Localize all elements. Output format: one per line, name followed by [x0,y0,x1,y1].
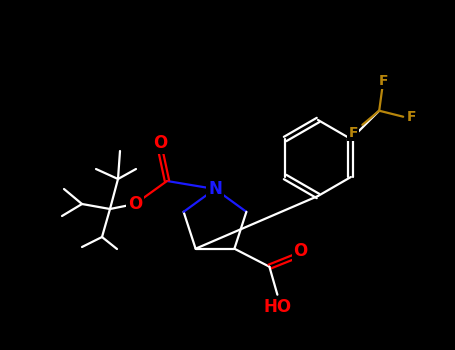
Text: O: O [293,242,308,260]
Text: F: F [379,74,388,88]
Text: N: N [208,180,222,198]
Text: F: F [349,126,358,140]
Text: F: F [406,110,416,124]
Text: O: O [153,134,167,152]
Text: O: O [128,195,142,213]
Text: HO: HO [263,298,292,316]
